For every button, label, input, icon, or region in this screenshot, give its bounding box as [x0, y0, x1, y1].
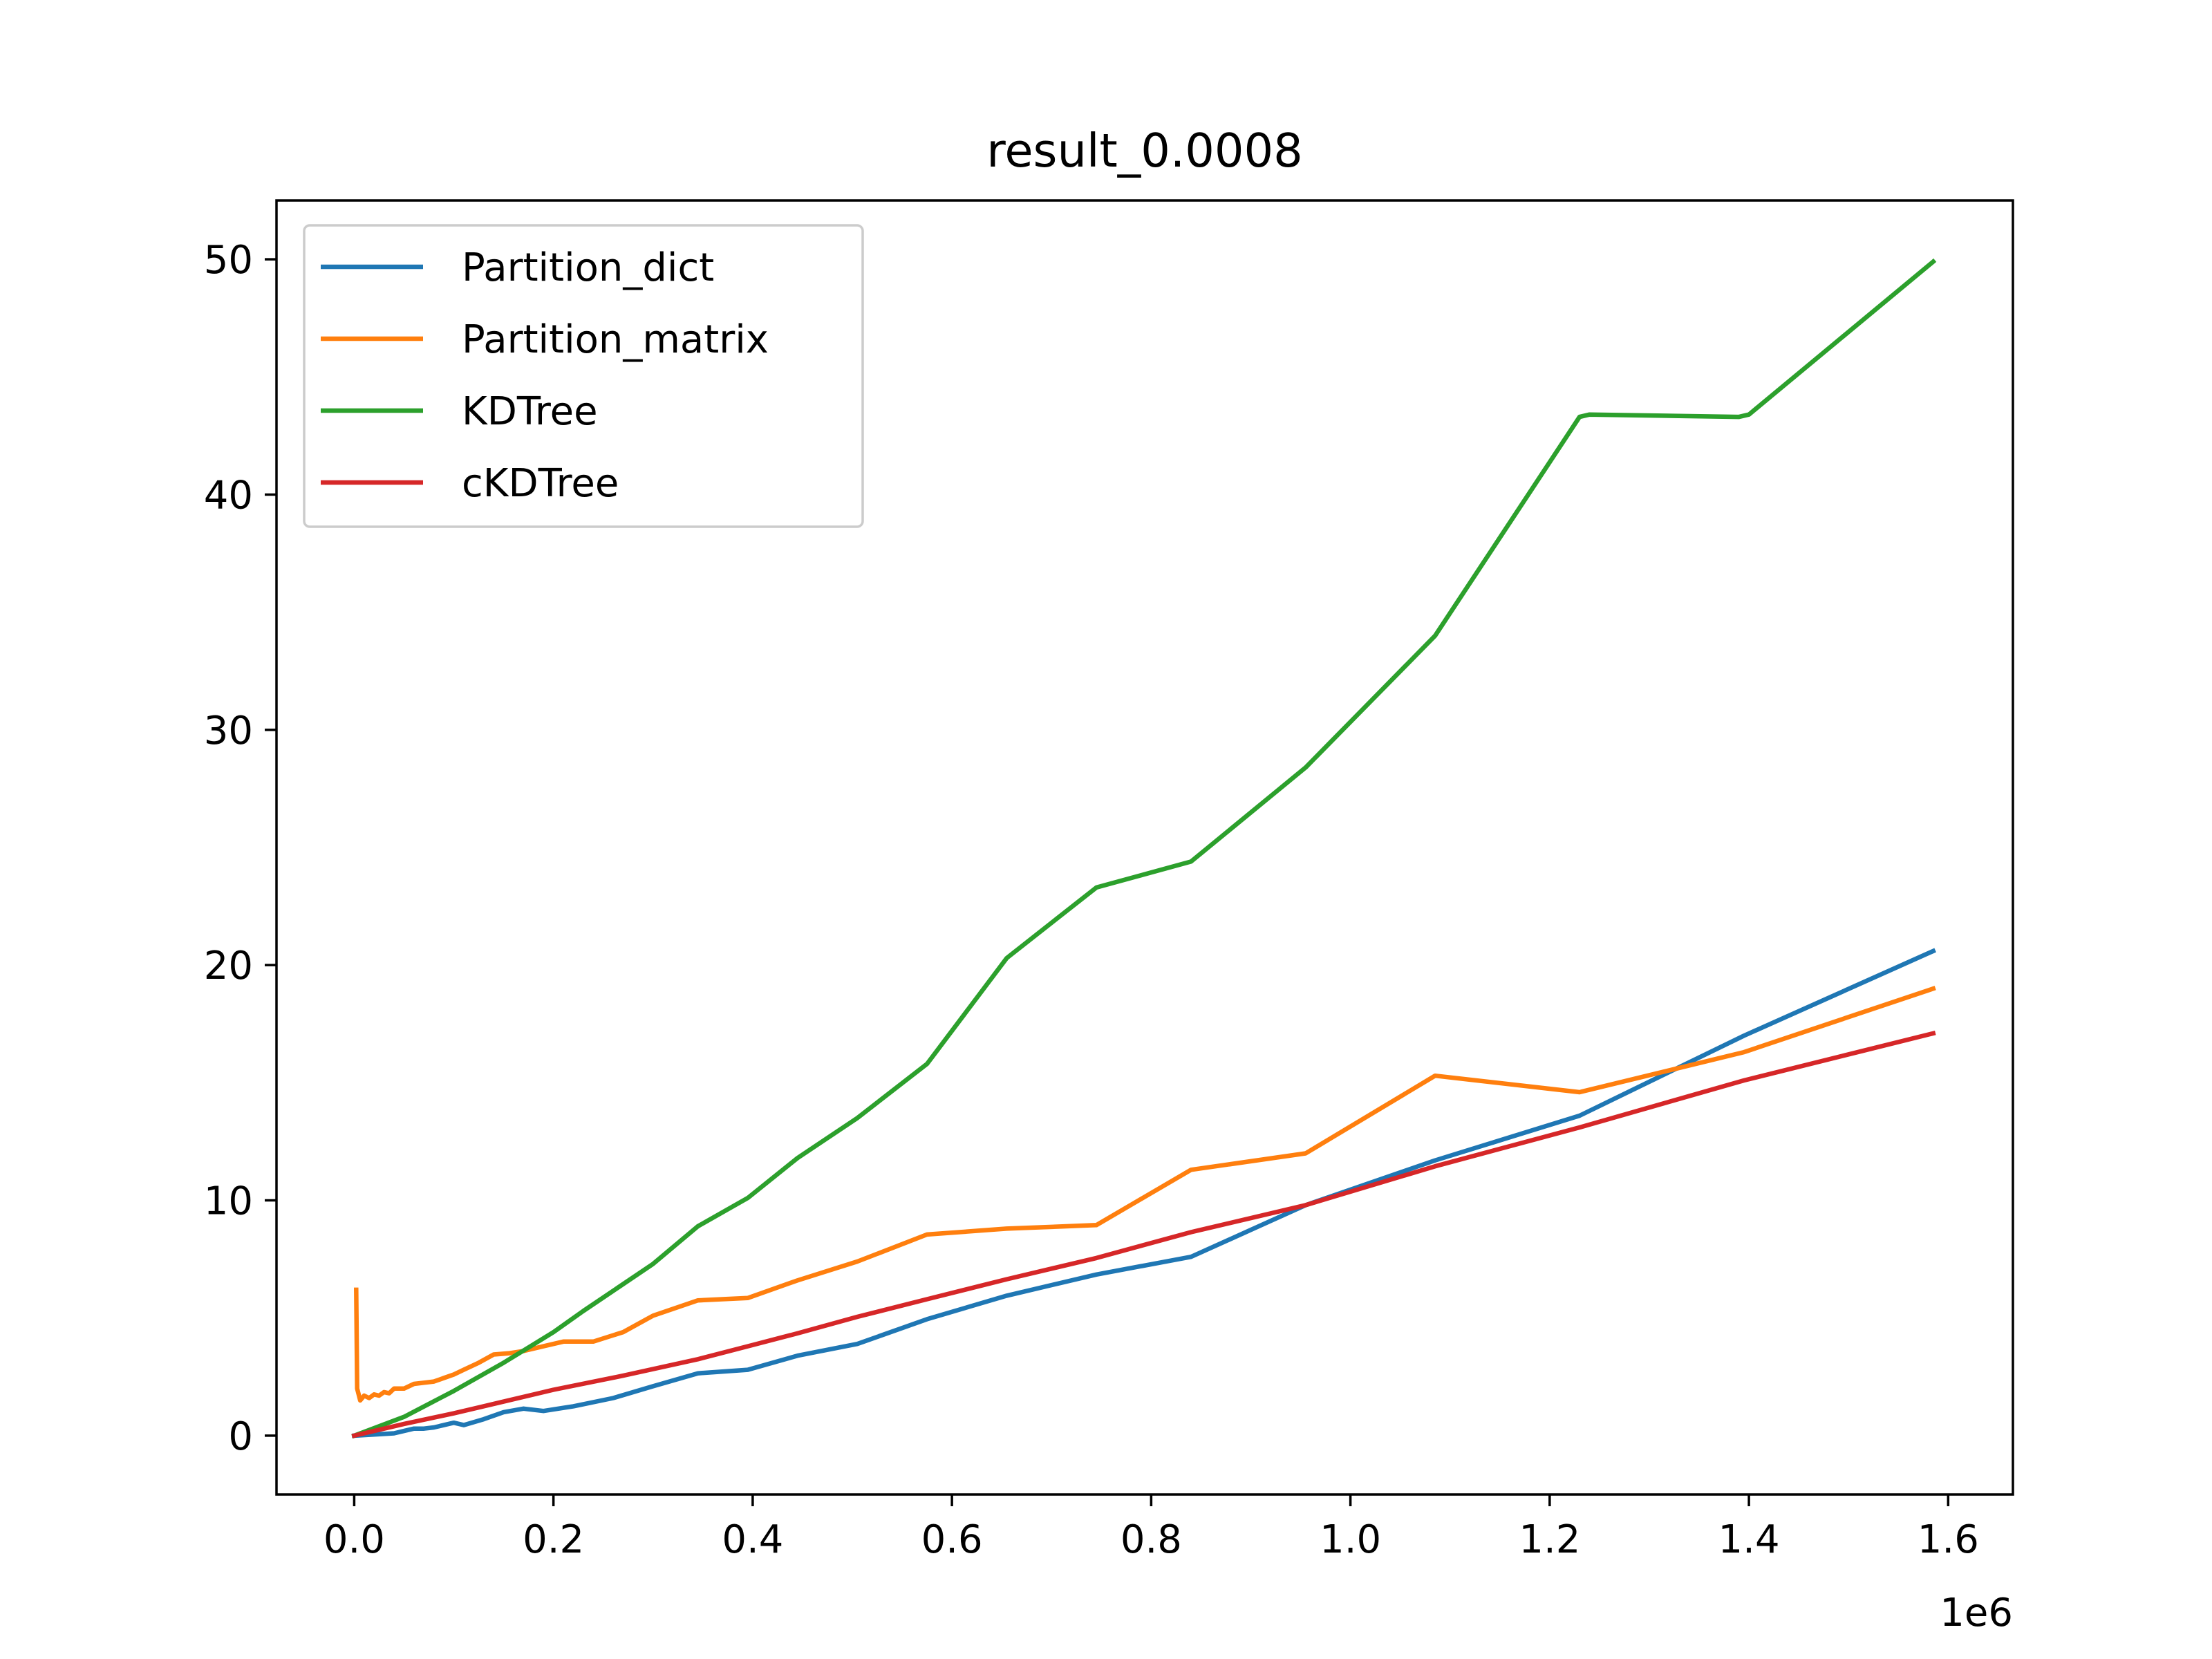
legend-label-3: cKDTree	[462, 461, 619, 506]
y-axis: 0 10 20 30 40 50	[204, 238, 276, 1459]
y-tick-label: 10	[204, 1179, 253, 1224]
x-tick-label: 0.2	[523, 1517, 584, 1562]
y-tick-label: 0	[228, 1414, 253, 1459]
x-tick-label: 0.4	[722, 1517, 783, 1562]
x-tick-label: 0.8	[1121, 1517, 1182, 1562]
series-layer	[351, 258, 1937, 1439]
x-tick-label: 0.6	[921, 1517, 983, 1562]
legend-label-2: KDTree	[462, 389, 598, 434]
series-line-2	[351, 258, 1937, 1439]
y-tick-label: 20	[204, 944, 253, 988]
legend-box	[303, 224, 864, 528]
x-tick-label: 1.4	[1718, 1517, 1780, 1562]
x-tick-label: 0.0	[324, 1517, 385, 1562]
series-line-0	[351, 948, 1936, 1438]
legend-label-1: Partition_matrix	[462, 317, 769, 362]
plot-area-frame	[275, 199, 2014, 1496]
series-line-3	[351, 1030, 1936, 1438]
x-axis: 0.0 0.2 0.4 0.6 0.8 1.0 1.2 1.4 1.6	[324, 1494, 1979, 1562]
x-tick-label: 1.6	[1918, 1517, 1979, 1562]
x-axis-offset-label: 1e6	[1940, 1591, 2013, 1635]
x-tick-label: 1.0	[1320, 1517, 1381, 1562]
y-tick-label: 40	[204, 473, 253, 518]
legend: Partition_dict Partition_matrix KDTree cKDT…	[303, 224, 864, 528]
chart-title: result_0.0008	[986, 124, 1302, 178]
y-tick-label: 30	[204, 709, 253, 753]
y-tick-label: 50	[204, 238, 253, 283]
series-line-1	[354, 986, 1936, 1403]
x-tick-label: 1.2	[1519, 1517, 1580, 1562]
legend-label-0: Partition_dict	[462, 245, 714, 290]
